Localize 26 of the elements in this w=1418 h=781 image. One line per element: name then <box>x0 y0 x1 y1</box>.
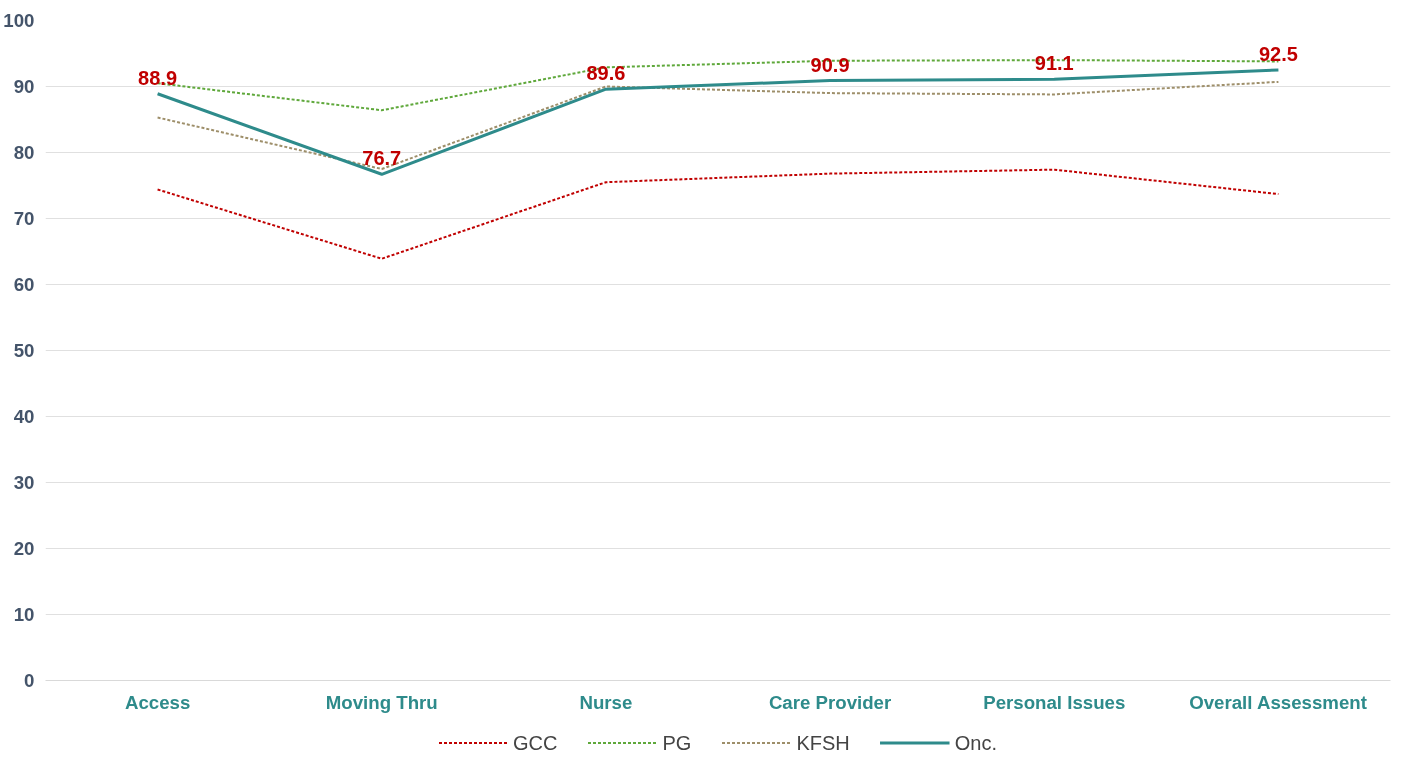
y-tick-label: 70 <box>13 208 35 229</box>
y-tick-label: 10 <box>13 604 35 625</box>
y-tick-label: 20 <box>13 538 35 559</box>
y-tick-label: 0 <box>24 670 35 691</box>
data-label: 76.7 <box>362 147 402 170</box>
x-tick-label: Care Provider <box>768 691 892 713</box>
x-tick-label: Moving Thru <box>325 691 438 713</box>
x-tick-label: Nurse <box>579 691 633 713</box>
y-tick-label: 100 <box>3 10 35 31</box>
data-label: 88.9 <box>138 66 178 89</box>
x-tick-label: Overall Assessment <box>1189 691 1367 713</box>
data-label: 89.6 <box>586 62 626 85</box>
x-tick-label: Access <box>124 691 191 713</box>
y-tick-label: 90 <box>13 76 35 97</box>
data-label: 92.5 <box>1258 43 1298 65</box>
y-tick-label: 80 <box>13 142 35 163</box>
y-tick-label: 30 <box>13 472 35 493</box>
y-tick-label: 40 <box>13 406 35 427</box>
x-tick-label: Personal Issues <box>983 691 1126 713</box>
data-label: 91.1 <box>1034 52 1074 75</box>
legend-label: PG <box>662 731 692 754</box>
y-tick-label: 60 <box>13 274 35 295</box>
legend-label: GCC <box>513 731 558 754</box>
legend-label: Onc. <box>954 731 997 754</box>
y-tick-label: 50 <box>13 340 35 361</box>
legend-label: KFSH <box>796 731 850 754</box>
